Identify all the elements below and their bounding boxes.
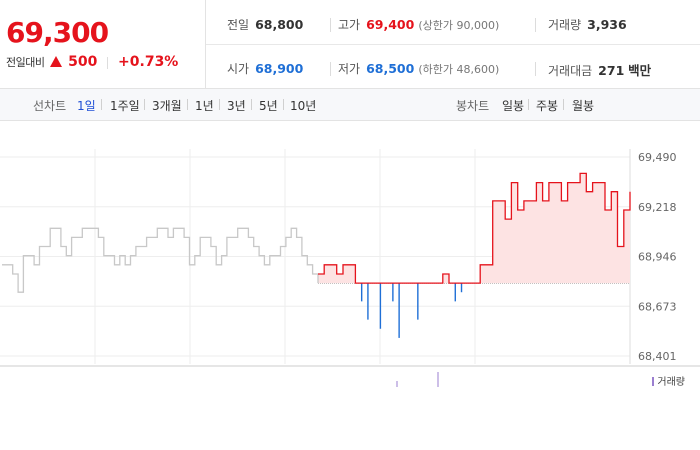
divider [107,56,109,69]
stat-label: 시가 [227,62,250,76]
divider [219,99,220,110]
stat-label: 전일 [227,18,250,32]
tab-weekly-candle[interactable]: 주봉 [536,99,559,113]
stat-value: 68,900 [255,61,304,76]
divider [101,99,102,110]
divider [528,99,529,110]
line-chart-label: 선차트 [33,99,67,113]
stat-label: 저가 [338,62,361,76]
change-percent: +0.73% [118,54,179,70]
divider [563,99,564,110]
tab-monthly-candle[interactable]: 월봉 [572,99,595,113]
up-triangle-icon [50,56,63,67]
divider [251,99,252,110]
quote-panel: 69,300 전일대비 500 +0.73% 전일 68,800 고가 69,400… [0,0,700,89]
tab-3year[interactable]: 3년 [227,99,246,113]
tab-1week[interactable]: 1주일 [110,99,140,113]
y-tick-label: 69,490 [638,151,677,164]
stat-volume: 거래량 3,936 [548,16,627,33]
stat-value: 3,936 [587,17,627,32]
stat-value: 271 [598,63,625,78]
tab-10year[interactable]: 10년 [290,99,317,113]
price-chart-svg: 69,490 69,218 68,946 68,673 68,401 [0,149,700,387]
stat-value: 68,800 [255,17,304,32]
row-divider [206,44,700,45]
volume-swatch [652,377,655,386]
price-box: 69,300 전일대비 500 +0.73% [0,0,206,88]
change-amount: 500 [68,54,98,70]
divider [330,18,331,32]
stat-low: 저가 68,500 (하한가 48,600) [338,60,499,77]
tab-1year[interactable]: 1년 [195,99,214,113]
history-price-line [2,227,319,293]
stat-prev-close: 전일 68,800 [227,16,303,33]
stat-trade-value: 거래대금 271 백만 [548,60,651,79]
today-price-line [318,172,631,284]
y-tick-label: 68,673 [638,300,677,313]
price-chart: 69,490 69,218 68,946 68,673 68,401 [0,121,700,391]
stat-sub: (하한가 48,600) [418,63,500,76]
y-tick-label: 68,946 [638,251,677,264]
stat-label: 고가 [338,18,361,32]
divider [535,62,536,76]
divider [283,99,284,110]
divider [535,18,536,32]
stat-value: 69,400 [366,17,415,32]
divider [187,99,188,110]
tab-1day[interactable]: 1일 [77,99,96,113]
chart-tab-bar: 선차트 1일 1주일 3개월 1년 3년 5년 10년 봉차트 일봉 주봉 월봉 [0,89,700,121]
stat-open: 시가 68,900 [227,60,303,77]
current-price: 69,300 [6,16,109,49]
tab-3month[interactable]: 3개월 [152,99,182,113]
divider [144,99,145,110]
change-label: 전일대비 [6,56,45,69]
change-row: 전일대비 500 +0.73% [6,54,178,70]
stat-label: 거래량 [548,18,582,32]
up-area-fill [318,173,630,284]
divider [330,62,331,76]
volume-legend-label: 거래량 [657,377,685,388]
stat-value: 68,500 [366,61,415,76]
candle-chart-label: 봉차트 [456,99,490,113]
stat-label: 거래대금 [548,64,593,78]
y-tick-label: 69,218 [638,201,677,214]
tab-5year[interactable]: 5년 [259,99,278,113]
stat-unit: 백만 [628,63,652,78]
y-tick-label: 68,401 [638,350,677,363]
stat-sub: (상한가 90,000) [418,19,500,32]
volume-legend: 거래량 [652,373,685,388]
tab-daily-candle[interactable]: 일봉 [502,99,525,113]
stat-high: 고가 69,400 (상한가 90,000) [338,16,499,33]
